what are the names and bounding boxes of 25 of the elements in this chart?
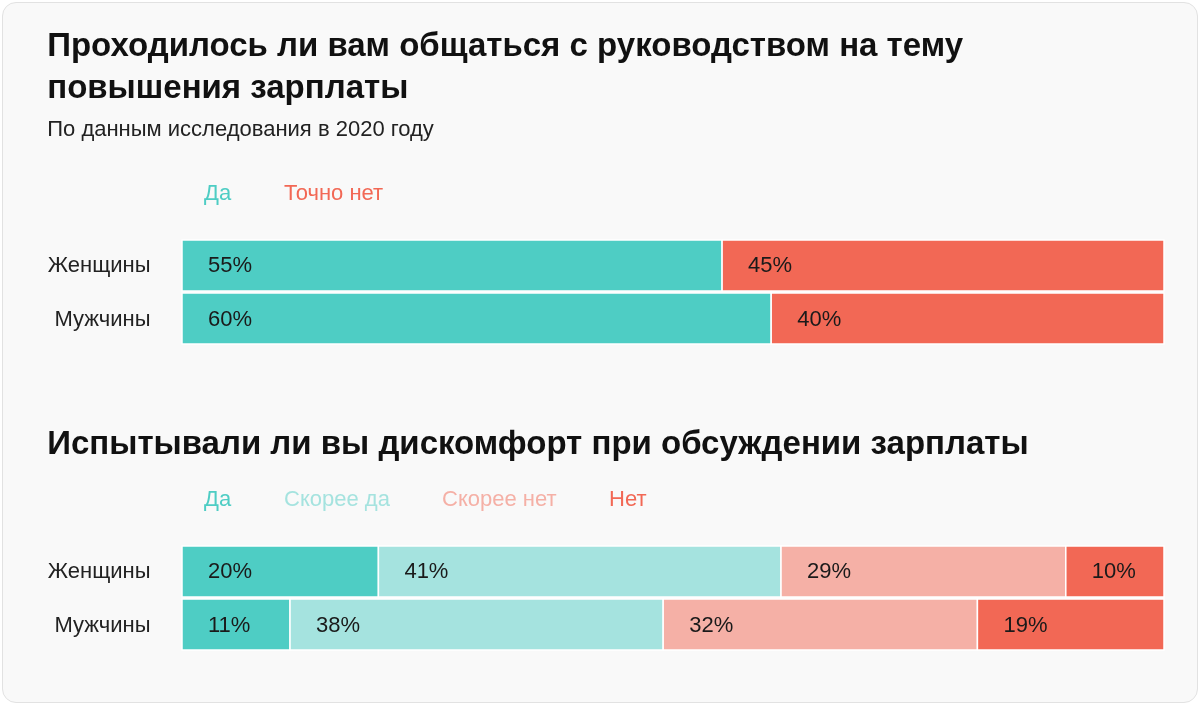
- chart-subtitle: По данным исследования в 2020 году: [47, 116, 434, 141]
- chart-title: Испытывали ли вы дискомфорт при обсуждении зарплаты: [47, 424, 1029, 461]
- data-label: 45%: [748, 252, 793, 278]
- data-label: 55%: [208, 252, 253, 278]
- y-tick-label: Женщины: [47, 252, 151, 278]
- chart-title: Проходилось ли вам общаться с руководством на тему повышения зарплаты: [47, 26, 964, 105]
- data-label: 41%: [404, 558, 449, 584]
- data-label: 10%: [1091, 558, 1136, 584]
- series-label: Да: [204, 180, 232, 205]
- data-label: 11%: [208, 611, 251, 637]
- y-tick-label: Мужчины: [54, 305, 151, 331]
- series-label: Скорее да: [284, 486, 391, 511]
- data-label: 60%: [208, 305, 253, 331]
- data-label: 19%: [1003, 611, 1048, 637]
- text: Нет: [609, 486, 647, 511]
- data-label: 20%: [208, 558, 253, 584]
- series-label: Да: [204, 486, 232, 511]
- data-label: 29%: [807, 558, 852, 584]
- data-label: 38%: [316, 611, 361, 637]
- y-tick-label: Мужчины: [54, 611, 151, 637]
- data-label: 32%: [689, 611, 734, 637]
- text: Точно нет: [284, 180, 384, 205]
- y-tick-label: Женщины: [47, 558, 151, 584]
- data-label: 40%: [797, 305, 842, 331]
- text: Скорее нет: [442, 486, 557, 511]
